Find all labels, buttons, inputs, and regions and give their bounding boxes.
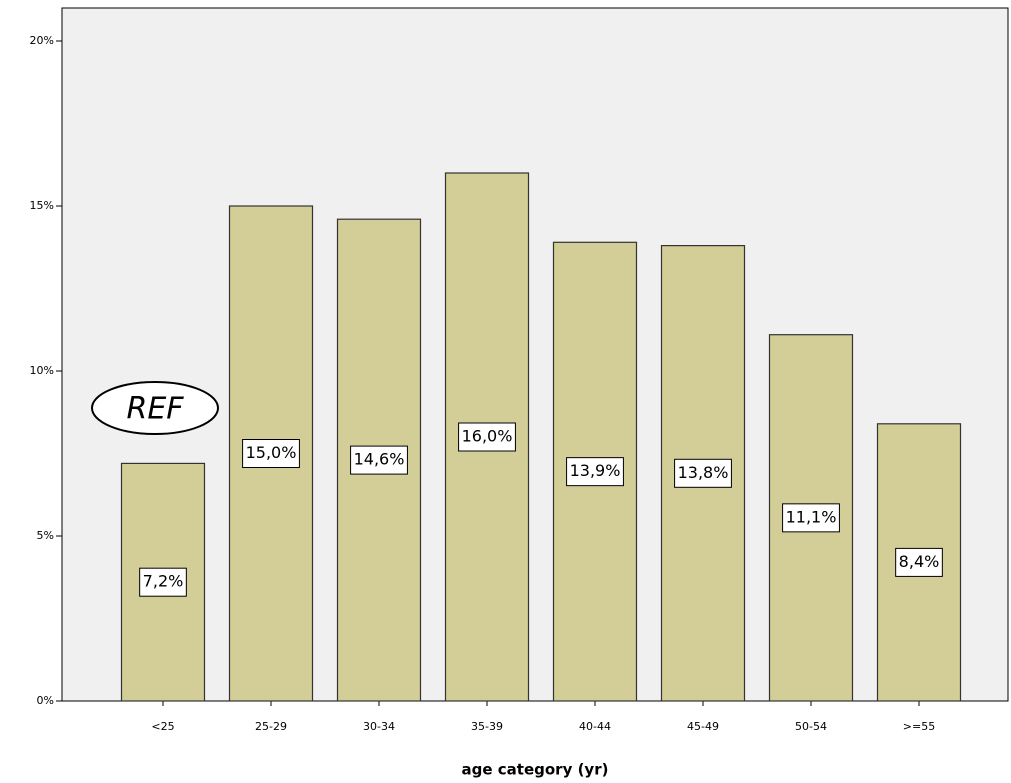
x-tick-label: 25-29 (255, 720, 287, 733)
x-tick-label: 35-39 (471, 720, 503, 733)
y-tick-label: 5% (37, 529, 54, 542)
annotation-ellipse (91, 381, 219, 435)
y-tick-label: 10% (30, 364, 54, 377)
value-label: 16,0% (462, 427, 513, 446)
x-tick-label: >=55 (903, 720, 935, 733)
value-label: 13,8% (678, 463, 729, 482)
x-tick-label: 30-34 (363, 720, 395, 733)
value-label-box (242, 439, 300, 468)
value-label-box (674, 458, 732, 488)
y-tick-label: 20% (30, 34, 54, 47)
value-label: 13,9% (570, 461, 621, 480)
value-label-box (782, 503, 840, 533)
value-label: 7,2% (143, 572, 184, 591)
y-tick-label: 15% (30, 199, 54, 212)
value-label-box (566, 457, 624, 487)
x-axis-label: age category (yr) (462, 761, 609, 779)
x-tick-label: 40-44 (579, 720, 611, 733)
value-label-box (458, 422, 516, 452)
y-tick-label: 0% (37, 694, 54, 707)
x-tick-label: 50-54 (795, 720, 827, 733)
value-label-box (139, 567, 187, 597)
value-label: 11,1% (786, 507, 837, 526)
value-label: 8,4% (899, 552, 940, 571)
value-label-box (350, 445, 408, 475)
value-label: 14,6% (354, 450, 405, 469)
x-tick-label: <25 (151, 720, 174, 733)
value-label-box (895, 547, 943, 577)
x-tick-label: 45-49 (687, 720, 719, 733)
value-label: 15,0% (246, 443, 297, 462)
annotation: REF (126, 392, 184, 427)
